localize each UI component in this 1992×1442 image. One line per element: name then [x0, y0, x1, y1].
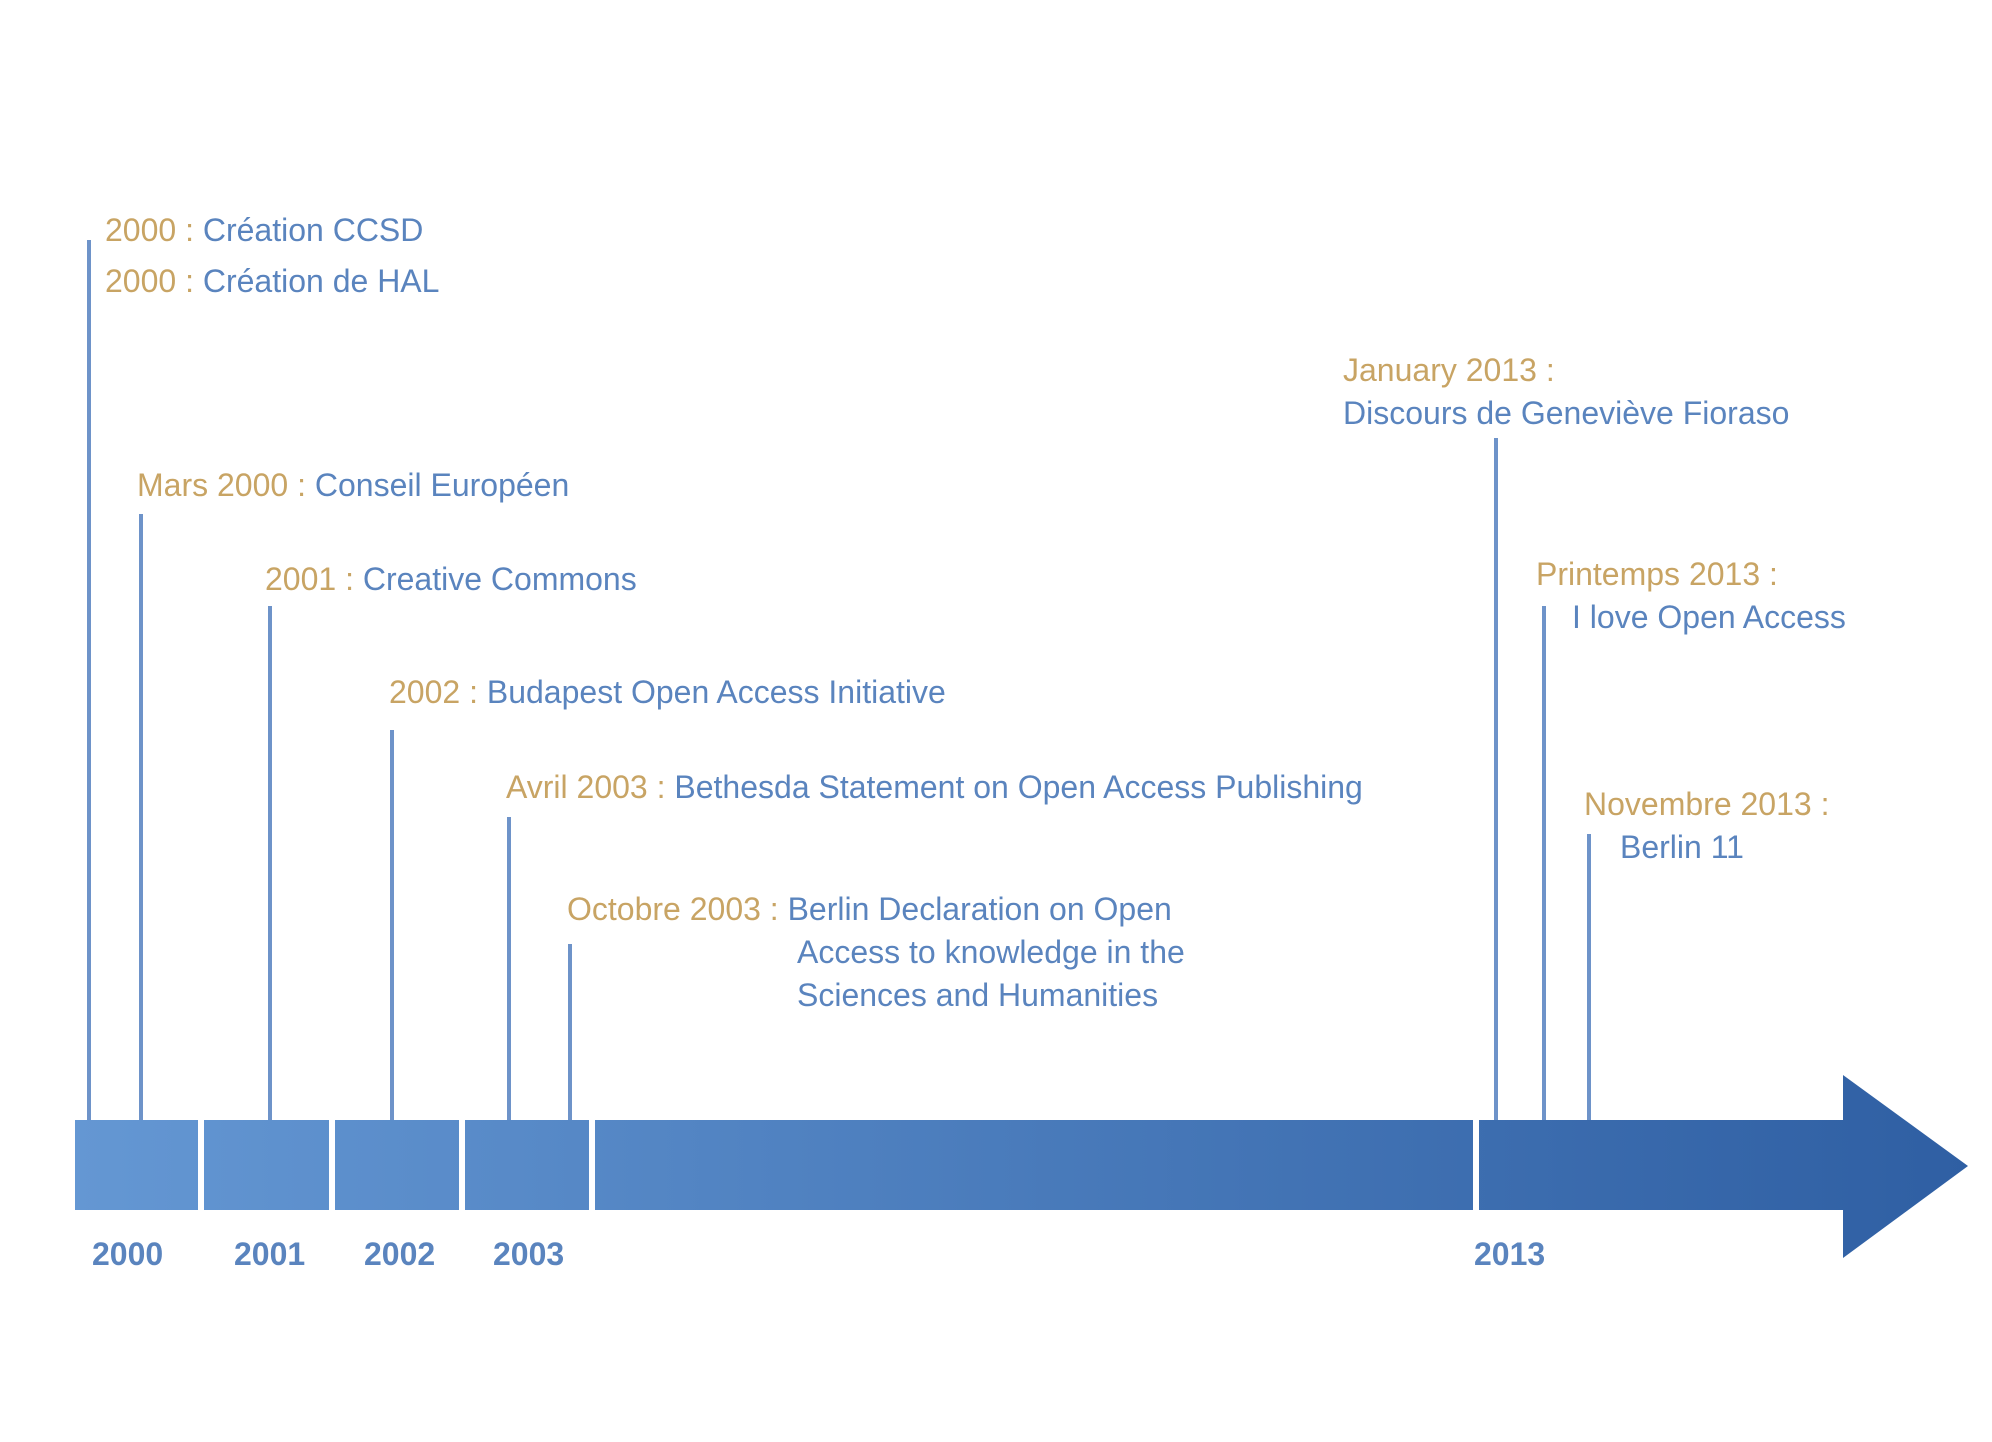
year-label-2000: 2000: [92, 1236, 164, 1272]
event-date: 2002 :: [389, 674, 478, 710]
event-i-love-oa-text: I love Open Access: [1572, 599, 1846, 635]
arrow-body: [75, 1075, 1968, 1258]
event-i-love-oa-date: Printemps 2013 :: [1536, 556, 1778, 592]
event-berlin-declaration-line3: Sciences and Humanities: [797, 977, 1159, 1013]
event-creation-ccsd: 2000 : Création CCSD: [105, 209, 423, 251]
event-text: Budapest Open Access Initiative: [486, 674, 946, 710]
event-date: 2000 :: [105, 263, 194, 299]
event-date: Octobre 2003 :: [567, 891, 779, 927]
segment-divider: [1473, 1116, 1479, 1214]
year-label-2002: 2002: [364, 1236, 436, 1272]
event-stems: [87, 240, 1591, 1120]
event-text: Creative Commons: [362, 561, 637, 597]
year-label-2001: 2001: [234, 1236, 306, 1272]
event-date: Mars 2000 :: [137, 467, 306, 503]
event-budapest: 2002 : Budapest Open Access Initiative: [389, 671, 946, 713]
segment-divider: [589, 1116, 595, 1214]
event-berlin-declaration-line2: Access to knowledge in the: [797, 934, 1185, 970]
event-fioraso-date: January 2013 :: [1343, 352, 1555, 388]
event-fioraso-text: Discours de Geneviève Fioraso: [1343, 395, 1790, 431]
event-text: Création de HAL: [202, 263, 440, 299]
event-bethesda: Avril 2003 : Bethesda Statement on Open …: [506, 766, 1363, 808]
event-conseil-europeen: Mars 2000 : Conseil Européen: [137, 464, 569, 506]
event-text: Conseil Européen: [314, 467, 570, 503]
event-date: Avril 2003 :: [506, 769, 666, 805]
segment-divider: [329, 1116, 335, 1214]
event-date: 2000 :: [105, 212, 194, 248]
event-berlin-11-date: Novembre 2013 :: [1584, 786, 1830, 822]
event-date: 2001 :: [265, 561, 354, 597]
event-text: Berlin Declaration on Open: [787, 891, 1172, 927]
year-label-2013: 2013: [1474, 1236, 1546, 1272]
event-text: Bethesda Statement on Open Access Publis…: [674, 769, 1363, 805]
timeline-arrow: [75, 1075, 1968, 1258]
segment-divider: [459, 1116, 465, 1214]
event-berlin-declaration: Octobre 2003 : Berlin Declaration on Ope…: [567, 888, 1172, 930]
event-creation-hal: 2000 : Création de HAL: [105, 260, 439, 302]
year-label-2003: 2003: [493, 1236, 565, 1272]
event-text: Création CCSD: [202, 212, 424, 248]
segment-divider: [198, 1116, 204, 1214]
event-creative-commons: 2001 : Creative Commons: [265, 558, 637, 600]
event-berlin-11-text: Berlin 11: [1620, 829, 1744, 865]
